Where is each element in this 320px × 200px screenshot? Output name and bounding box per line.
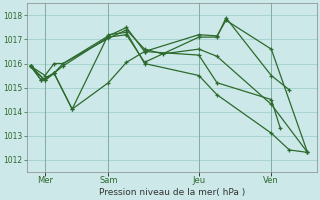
X-axis label: Pression niveau de la mer( hPa ): Pression niveau de la mer( hPa )	[99, 188, 245, 197]
